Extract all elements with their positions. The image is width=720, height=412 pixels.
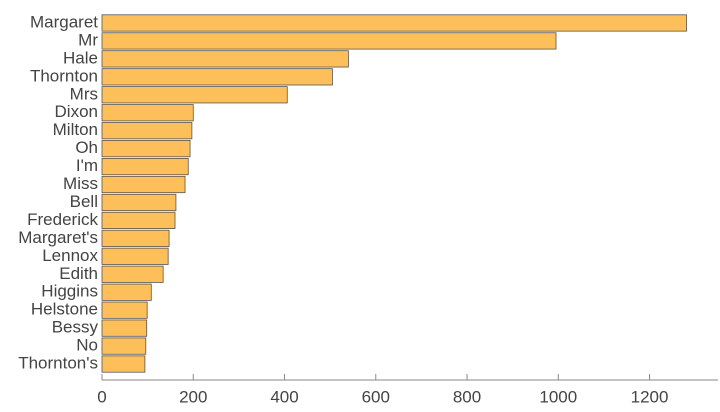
y-tick-label: Hale <box>63 48 98 67</box>
bar <box>101 247 169 265</box>
bar <box>101 211 176 230</box>
y-tick-label: Margaret's <box>18 228 98 247</box>
y-tick-label: Margaret <box>30 12 98 31</box>
bar <box>101 68 333 86</box>
y-tick-label: Milton <box>53 120 98 139</box>
y-tick-label: Lennox <box>42 246 98 265</box>
bar <box>101 104 194 122</box>
x-tick-label: 1000 <box>539 387 577 406</box>
bar <box>101 50 349 68</box>
x-tick-label: 400 <box>270 387 298 406</box>
bar <box>101 229 170 247</box>
bar <box>101 265 164 283</box>
y-tick-label: Higgins <box>41 282 98 301</box>
bar <box>101 140 191 158</box>
x-tick-label: 0 <box>97 387 106 406</box>
bar <box>101 157 189 176</box>
y-tick-label: Mrs <box>70 84 98 103</box>
y-tick-label: I'm <box>76 156 98 175</box>
y-tick-label: Bessy <box>52 318 99 337</box>
y-tick-label: Edith <box>59 264 98 283</box>
y-tick-label: Frederick <box>27 210 98 229</box>
bar <box>101 355 146 373</box>
x-tick-label: 1200 <box>631 387 669 406</box>
bar <box>101 175 186 194</box>
bar <box>101 337 147 355</box>
y-tick-label: Thornton's <box>18 354 98 373</box>
y-tick-label: Mr <box>78 30 98 49</box>
y-tick-label: No <box>76 336 98 355</box>
bar <box>101 319 148 337</box>
y-tick-label: Oh <box>75 138 98 157</box>
bar <box>101 301 148 319</box>
bar <box>101 283 152 301</box>
bar <box>101 193 177 212</box>
y-tick-label: Dixon <box>55 102 98 121</box>
y-tick-label: Bell <box>70 192 98 211</box>
x-tick-label: 600 <box>362 387 390 406</box>
y-tick-label: Helstone <box>31 300 98 319</box>
y-tick-label: Miss <box>63 174 98 193</box>
x-tick-label: 200 <box>179 387 207 406</box>
bar <box>101 32 557 50</box>
bar <box>101 86 288 104</box>
bar <box>101 14 687 32</box>
x-tick-label: 800 <box>453 387 481 406</box>
bar <box>101 122 193 140</box>
y-tick-label: Thornton <box>30 66 98 85</box>
